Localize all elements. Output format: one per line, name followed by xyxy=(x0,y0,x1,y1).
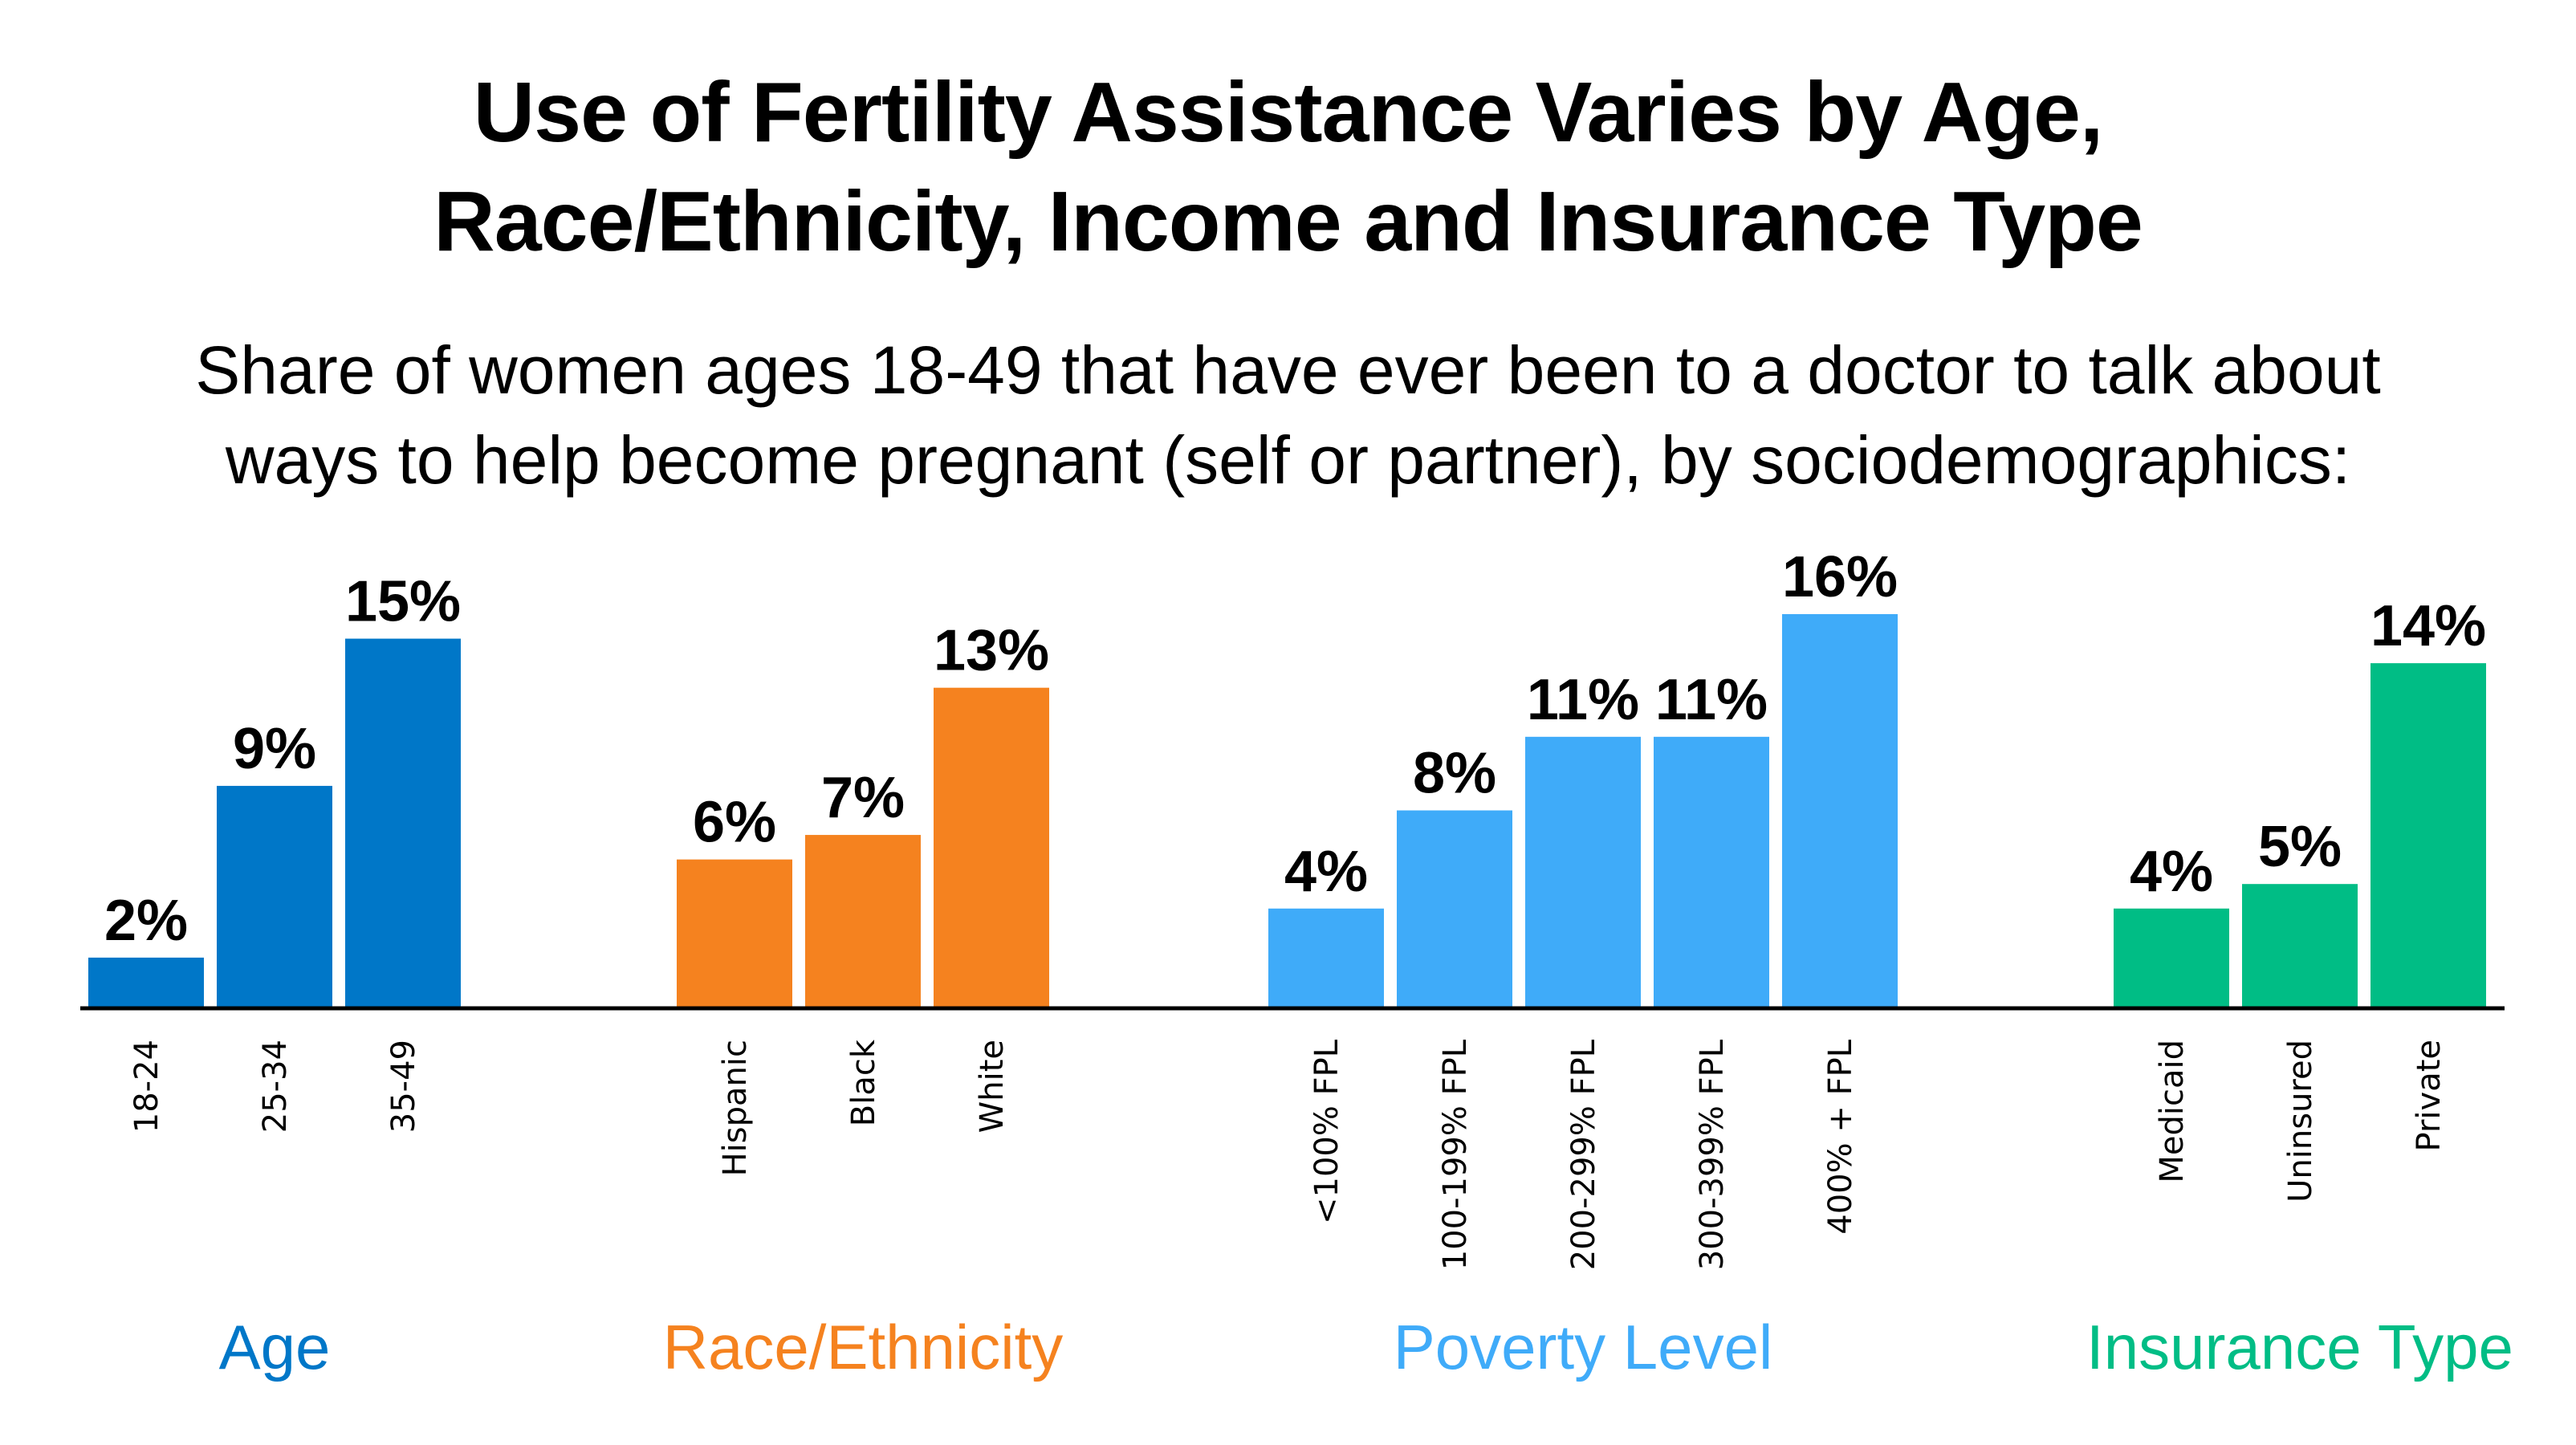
data-label: 4% xyxy=(1284,840,1368,904)
bar xyxy=(217,785,332,1007)
category-label: 25-34 xyxy=(257,1040,294,1133)
group-label: Poverty Level xyxy=(1394,1312,1773,1382)
data-label: 15% xyxy=(345,570,461,634)
bar-group-race-ethnicity: 6% Hispanic 7% Black 13% White Race/Ethnicity xyxy=(663,619,1064,1382)
category-label: Private xyxy=(2411,1040,2448,1151)
chart-title: Use of Fertility Assistance Varies by Ag… xyxy=(0,58,2576,276)
chart-subtitle-line-2: ways to help become pregnant (self or pa… xyxy=(225,422,2351,498)
category-label: 300-399% FPL xyxy=(1694,1039,1731,1270)
group-label: Age xyxy=(219,1312,331,1382)
category-label: 35-49 xyxy=(385,1040,422,1133)
data-label: 14% xyxy=(2370,594,2486,658)
data-label: 7% xyxy=(821,766,905,830)
category-label: Hispanic xyxy=(717,1040,754,1176)
category-label: 18-24 xyxy=(128,1040,165,1133)
data-label: 8% xyxy=(1413,742,1496,806)
data-label: 13% xyxy=(934,619,1049,683)
bar xyxy=(2370,663,2486,1007)
bar-group-age: 2% 18-24 9% 25-34 15% 35-49 Age xyxy=(88,570,461,1382)
bar xyxy=(2242,884,2358,1007)
bar xyxy=(1268,908,1384,1007)
group-label: Race/Ethnicity xyxy=(663,1312,1064,1382)
bar xyxy=(345,638,461,1007)
chart-title-line-2: Race/Ethnicity, Income and Insurance Typ… xyxy=(433,174,2143,269)
bar xyxy=(1654,736,1769,1007)
category-label: Medicaid xyxy=(2154,1040,2191,1183)
data-label: 11% xyxy=(1527,668,1639,732)
category-label: 400% + FPL xyxy=(1822,1039,1859,1234)
category-label: White xyxy=(974,1040,1011,1133)
bar xyxy=(934,687,1049,1007)
group-label: Insurance Type xyxy=(2086,1312,2513,1382)
chart-subtitle-line-1: Share of women ages 18-49 that have ever… xyxy=(195,332,2381,408)
data-label: 16% xyxy=(1782,545,1898,609)
chart-subtitle: Share of women ages 18-49 that have ever… xyxy=(0,325,2576,505)
bar xyxy=(1397,810,1512,1007)
bar xyxy=(805,835,921,1007)
category-label: Uninsured xyxy=(2282,1040,2319,1203)
category-label: 200-299% FPL xyxy=(1565,1039,1602,1270)
data-label: 4% xyxy=(2130,840,2213,904)
data-label: 5% xyxy=(2258,815,2342,879)
bar-group-insurance-type: 4% Medicaid 5% Uninsured 14% Private Insurance… xyxy=(2086,594,2513,1382)
bar-group-poverty-level: 4% <100% FPL 8% 100-199% FPL 11% 200-299% FPL… xyxy=(1268,545,1898,1382)
category-label: Black xyxy=(845,1039,882,1126)
bar xyxy=(88,957,204,1007)
bar xyxy=(1525,736,1641,1007)
data-label: 9% xyxy=(233,717,316,781)
chart-title-line-1: Use of Fertility Assistance Varies by Ag… xyxy=(473,65,2104,160)
bar xyxy=(2114,908,2229,1007)
data-label: 11% xyxy=(1655,668,1768,732)
bar xyxy=(1782,614,1898,1007)
category-label: 100-199% FPL xyxy=(1437,1039,1474,1270)
data-label: 2% xyxy=(104,889,188,953)
category-label: <100% FPL xyxy=(1308,1039,1345,1224)
data-label: 6% xyxy=(693,791,776,855)
bar xyxy=(677,859,792,1007)
